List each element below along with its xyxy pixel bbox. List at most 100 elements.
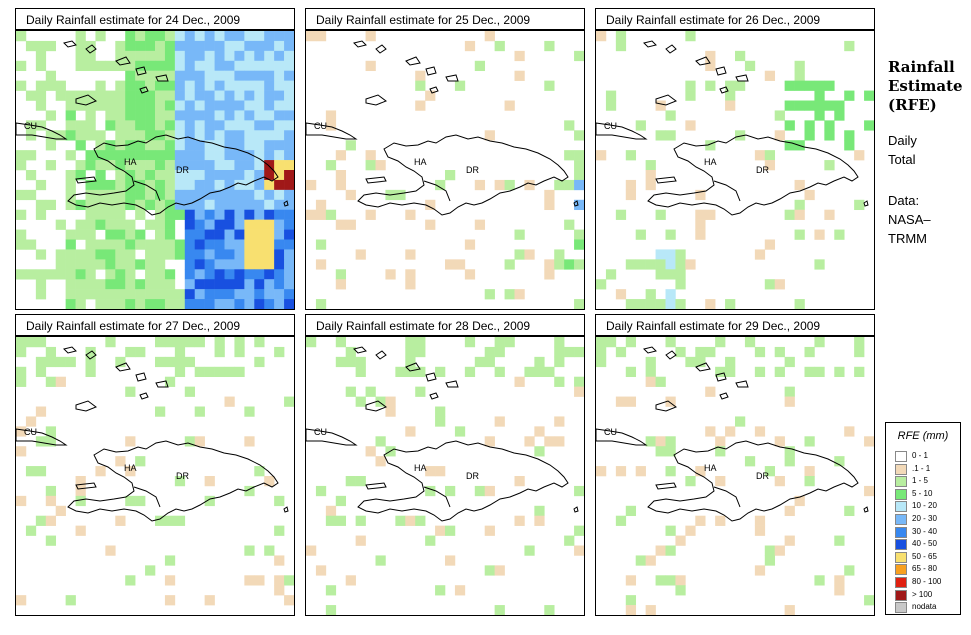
rainfall-cell — [794, 80, 805, 91]
rainfall-cell — [445, 525, 456, 536]
border-line — [423, 180, 451, 202]
rainfall-cell — [804, 366, 815, 378]
rainfall-cell — [85, 289, 96, 300]
rainfall-cell — [214, 90, 225, 101]
rainfall-cell — [135, 40, 146, 52]
rainfall-cell — [155, 515, 166, 526]
rainfall-cell — [284, 40, 294, 52]
rainfall-cell — [264, 170, 275, 181]
rainfall-cell — [105, 289, 116, 300]
map-panel-6: Daily Rainfall estimate for 29 Dec., 200… — [595, 314, 875, 616]
rainfall-cell — [135, 110, 146, 121]
rainfall-cell — [814, 110, 825, 121]
rainfall-cell — [115, 100, 126, 111]
rainfall-cell — [425, 466, 436, 477]
rainfall-cell — [105, 259, 116, 270]
rainfall-cell — [105, 299, 116, 309]
rainfall-cell — [484, 485, 495, 497]
rainfall-cell — [264, 239, 275, 250]
rainfall-cell — [574, 376, 584, 387]
map-panel-1: Daily Rainfall estimate for 24 Dec., 200… — [15, 8, 295, 310]
rainfall-cell — [115, 249, 126, 260]
rainfall-cell — [405, 366, 416, 378]
legend-swatch — [895, 602, 907, 614]
legend-label: 65 - 80 — [912, 564, 937, 574]
rainfall-cell — [834, 100, 845, 111]
rainfall-cell — [234, 31, 245, 42]
rainfall-cell — [204, 189, 215, 201]
rainfall-cell — [544, 189, 555, 201]
rainfall-cell — [405, 269, 416, 280]
rainfall-cell — [115, 130, 126, 141]
rainfall-cell — [204, 249, 215, 260]
rainfall-cell — [645, 605, 656, 615]
rainfall-cell — [315, 239, 327, 250]
rainfall-cell — [244, 90, 255, 101]
rainfall-cell — [45, 356, 57, 368]
rainfall-cell — [234, 189, 245, 201]
rainfall-cell — [264, 189, 275, 201]
rainfall-cell — [725, 426, 736, 437]
rainfall-cell — [655, 100, 666, 111]
rainfall-cell — [55, 376, 66, 387]
rainfall-cell — [155, 110, 166, 121]
coastline — [695, 362, 711, 372]
rainfall-cell — [224, 70, 235, 81]
rainfall-cell — [274, 31, 285, 42]
rainfall-cell — [474, 485, 486, 497]
legend-label: 10 - 20 — [912, 501, 937, 511]
rainfall-cell — [834, 575, 845, 586]
rainfall-cell — [564, 179, 575, 191]
rainfall-cell — [155, 60, 166, 72]
rainfall-cell — [284, 100, 294, 111]
rainfall-cell — [194, 406, 205, 417]
rainfall-cell — [35, 289, 47, 300]
rainfall-cell — [214, 31, 225, 42]
rainfall-cell — [95, 60, 106, 72]
label-haiti: HA — [124, 157, 137, 167]
rainfall-cell — [705, 386, 716, 397]
rainfall-cell — [135, 170, 146, 181]
rainfall-cell — [274, 100, 285, 111]
rainfall-cell — [145, 90, 156, 101]
rainfall-cell — [184, 160, 196, 171]
rainfall-cell — [65, 189, 76, 201]
rainfall-cell — [814, 90, 825, 101]
rainfall-cell — [224, 160, 235, 171]
rainfall-cell — [405, 426, 416, 437]
rainfall-cell — [204, 269, 215, 280]
rainfall-cell — [95, 150, 106, 161]
rainfall-cell — [264, 289, 275, 300]
rainfall-cell — [184, 279, 196, 290]
rainfall-cell — [115, 299, 126, 309]
rainfall-cell — [254, 289, 265, 300]
rainfall-cell — [504, 179, 515, 191]
rainfall-cell — [254, 337, 265, 348]
rainfall-cell — [655, 299, 666, 309]
rainfall-cell — [35, 337, 47, 348]
rainfall-cell — [16, 160, 27, 171]
rainfall-cell — [204, 299, 215, 309]
rainfall-cell — [454, 259, 466, 270]
rainfall-cell — [665, 289, 676, 300]
rainfall-cell — [315, 199, 327, 211]
rainfall-cell — [145, 40, 156, 52]
rainfall-cell — [345, 356, 356, 368]
rainfall-cell — [395, 515, 406, 526]
rainfall-cell — [405, 337, 416, 348]
rainfall-cell — [224, 90, 235, 101]
coastline — [135, 66, 147, 76]
rainfall-cell — [125, 110, 136, 121]
rainfall-cell — [494, 605, 505, 615]
rainfall-cell — [284, 50, 294, 62]
rainfall-cell — [194, 150, 205, 161]
rainfall-cell — [274, 585, 285, 596]
rainfall-cell — [35, 209, 47, 220]
rainfall-cell — [145, 130, 156, 141]
rainfall-cell — [764, 466, 776, 477]
rainfall-cell — [625, 150, 637, 161]
rainfall-cell — [254, 31, 265, 42]
rainfall-cell — [95, 179, 106, 191]
rainfall-cell — [75, 289, 86, 300]
rainfall-cell — [254, 60, 265, 72]
